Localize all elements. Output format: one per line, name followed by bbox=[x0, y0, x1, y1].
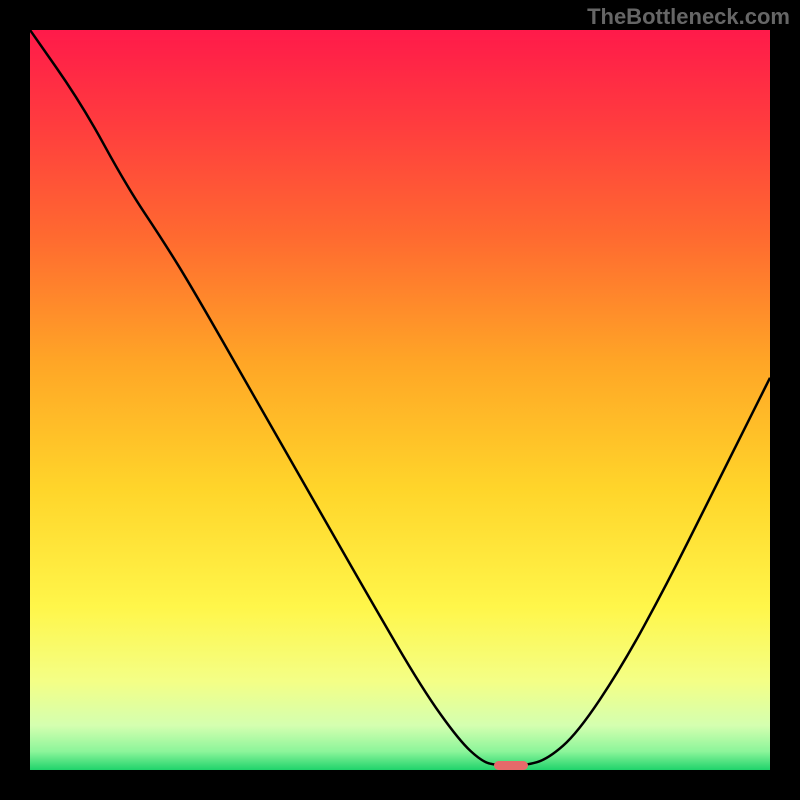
watermark-text: TheBottleneck.com bbox=[587, 4, 790, 30]
optimal-point-marker bbox=[494, 761, 527, 771]
plot-area bbox=[30, 30, 770, 770]
bottleneck-curve bbox=[30, 30, 770, 770]
chart-root: TheBottleneck.com bbox=[0, 0, 800, 800]
